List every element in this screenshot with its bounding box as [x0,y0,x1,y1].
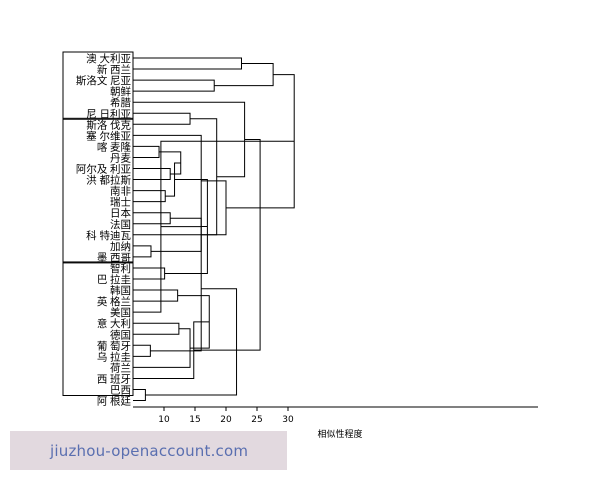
leaf-label-left: 斯洛 [86,118,107,131]
cluster-link [133,322,180,335]
leaf-label-left: 巴 [97,274,108,286]
leaf-label-right: 西哥 [110,252,131,264]
leaf-labels: 大利亚澳西兰新尼亚斯洛文朝鲜希腊日利亚尼伐克斯洛尔维亚塞麦隆喀丹麦利亚阿尔及都拉… [76,52,132,408]
leaf-label-right: 智利 [110,262,131,275]
x-axis-ticks: 10 15 20 25 30 [158,407,294,425]
leaf-label-left: 尼 [86,108,97,120]
leaf-label-left: 英 [97,295,108,308]
leaf-label-left: 喀 [97,140,108,153]
leaf-label-left: 塞 [86,129,97,142]
leaf-label-right: 尼亚 [110,75,131,87]
leaf-label-right: 巴西 [110,385,131,397]
leaf-label-right: 拉圭 [110,350,131,363]
leaf-label-right: 格兰 [110,295,131,308]
group-3-bracket [62,261,134,397]
x-tick-label: 20 [220,415,232,425]
leaf-label-right: 西兰 [110,63,131,76]
leaf-label-right: 瑞士 [110,196,131,209]
leaf-label-left: 葡 [97,339,108,352]
cluster-link [133,79,215,92]
cluster-link [193,138,261,351]
leaf-label-right: 朝鲜 [110,85,131,98]
cluster-link [133,57,242,70]
cluster-link [133,145,160,158]
leaf-label-left: 斯洛文 [76,74,108,87]
leaf-label-left: 新 [97,63,108,76]
cluster-link [133,212,171,225]
leaf-label-left: 西 [97,373,108,385]
leaf-label-right: 大利亚 [100,52,132,65]
cluster-links [133,57,295,402]
leaf-label-right: 日本 [110,207,131,220]
x-tick-label: 10 [158,415,170,425]
x-axis-label: 相似性程度 [317,428,362,440]
leaf-label-left: 乌 [97,350,108,363]
leaf-label-right: 美国 [110,306,131,319]
leaf-label-right: 丹麦 [110,152,131,164]
leaf-label-right: 日利亚 [100,108,132,120]
leaf-label-right: 利亚 [110,164,131,176]
x-tick-label: 15 [189,415,200,425]
cluster-link [145,288,238,396]
leaf-label-right: 伐克 [110,119,131,131]
leaf-label-right: 特迪瓦 [100,230,132,242]
leaf-label-left: 科 [86,229,97,242]
leaf-label-right: 麦隆 [110,140,131,153]
cluster-link [133,112,191,125]
leaf-label-left: 意 [97,317,108,330]
watermark-text: jiuzhou-openaccount.com [50,441,249,460]
leaf-label-right: 都拉斯 [100,174,132,187]
leaf-label-right: 荷兰 [110,361,131,374]
leaf-label-right: 尔维亚 [100,129,132,142]
cluster-link [214,63,274,87]
leaf-label-right: 加纳 [110,240,131,253]
leaf-label-left: 澳 [86,52,97,65]
leaf-label-right: 德国 [110,328,131,341]
cluster-link [133,344,151,357]
x-axis: 10 15 20 25 30 相似性程度 [133,406,538,440]
watermark-banner: jiuzhou-openaccount.com [10,431,287,470]
x-tick-label: 25 [251,415,262,425]
leaf-label-right: 萄牙 [110,339,131,352]
leaf-label-left: 阿尔及 [76,163,108,176]
leaf-label-right: 根廷 [110,395,131,408]
leaf-label-right: 班牙 [110,373,131,385]
cluster-link [133,289,179,302]
leaf-label-right: 南非 [110,185,131,198]
group-1-bracket [62,51,134,120]
leaf-label-right: 大利 [110,317,131,330]
leaf-label-right: 希腊 [110,96,131,109]
x-tick-label: 30 [282,415,294,425]
leaf-label-right: 拉圭 [110,273,131,286]
leaf-label-left: 洪 [86,175,97,187]
cluster-link [133,267,166,280]
leaf-label-right: 法国 [110,218,131,231]
cluster-link [133,389,146,402]
cluster-link [190,118,218,236]
cluster-link [133,168,171,181]
leaf-label-left: 阿 [97,396,108,408]
leaf-label-right: 韩国 [110,284,131,297]
leaf-label-left: 墨 [97,252,108,264]
cluster-link [133,140,295,313]
cluster-link [133,245,152,258]
